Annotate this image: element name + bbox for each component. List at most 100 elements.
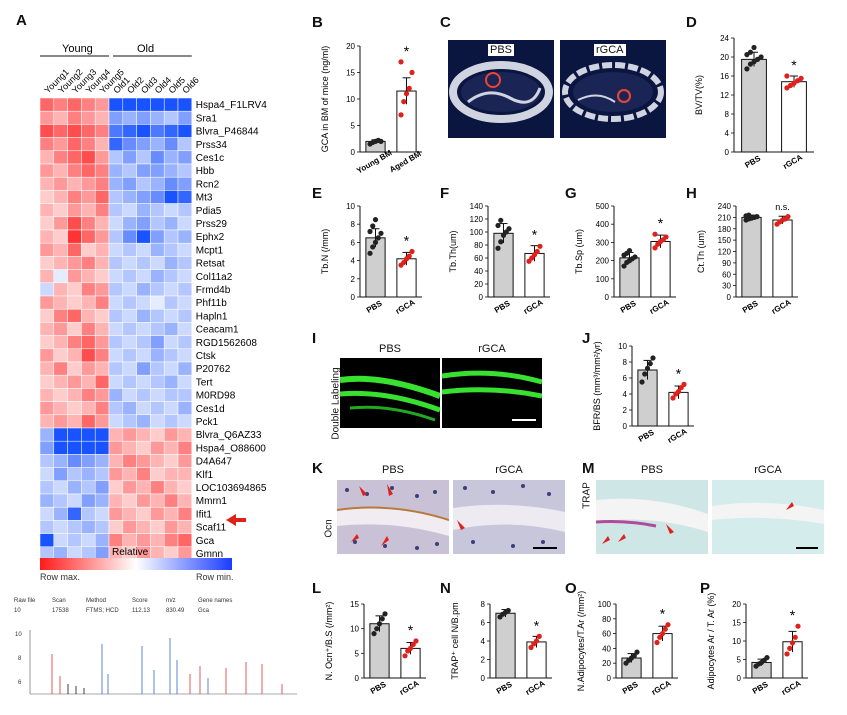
heatmap-cell (81, 229, 96, 244)
heatmap-cell (67, 440, 82, 455)
heatmap-cell (177, 110, 193, 125)
svg-text:8: 8 (18, 656, 22, 662)
heatmap-cell (94, 388, 110, 402)
heatmap-cell (39, 388, 55, 402)
heatmap-cell (94, 269, 110, 284)
heatmap-cell (108, 467, 124, 482)
gene-label: Ces1c (196, 153, 224, 164)
heatmap-cell (94, 124, 110, 138)
heatmap-cell (122, 203, 137, 218)
gene-label: Hapln1 (196, 311, 228, 322)
heatmap-cell (136, 269, 151, 284)
gene-label: Ifit1 (196, 509, 213, 520)
heatmap-cell (67, 454, 82, 468)
y-tick-label: 30 (722, 282, 731, 291)
heatmap-cell (81, 414, 96, 429)
chart-d: 0 4 8 12 16 20 24 BV/TV(%) PBS rGCA * (694, 34, 814, 171)
y-tick-label: 140 (470, 202, 484, 211)
heatmap-header: Young OldYoung1Young2Young3Young4Young5Ol… (40, 43, 201, 95)
ms-header-cell: Method (86, 598, 106, 604)
heatmap-legend-left: Row max. (40, 572, 80, 582)
heatmap-cell (53, 97, 68, 112)
y-tick-label: 0 (355, 674, 360, 683)
heatmap-cell (81, 361, 96, 376)
y-tick-label: 8 (623, 358, 628, 367)
ocn-side-label-wrap: Ocn (324, 497, 336, 557)
heatmap-cell (122, 533, 137, 548)
heatmap-cell (53, 348, 68, 363)
y-tick-label: 8 (725, 110, 730, 119)
heatmap-cell (108, 454, 124, 468)
y-tick-label: 2 (623, 406, 628, 415)
data-point (378, 230, 384, 236)
heatmap-cell (122, 176, 137, 191)
heatmap-cell (136, 533, 151, 548)
heatmap-cell (177, 454, 193, 468)
heatmap-cell (136, 97, 151, 112)
y-tick-label: 200 (596, 257, 610, 266)
heatmap-cell (81, 242, 96, 257)
panel-label-p: P (700, 580, 711, 597)
significance-label: n.s. (775, 202, 790, 212)
heatmap-cell (81, 150, 96, 165)
y-tick-label: 0 (605, 293, 610, 302)
data-point (528, 644, 534, 651)
gene-label: Hbb (196, 166, 215, 177)
heatmap-cell (53, 335, 68, 350)
y-tick-label: 20 (346, 42, 355, 51)
heatmap-cell (81, 163, 96, 178)
heatmap-cell (81, 374, 96, 389)
data-point (409, 69, 415, 76)
heatmap-cell (163, 348, 179, 363)
category-label: rGCA (770, 298, 793, 316)
category-label: PBS (751, 679, 770, 695)
ocn-image-rgca (453, 480, 565, 554)
heatmap-cell (163, 427, 179, 442)
data-point (663, 234, 669, 240)
heatmap-cell (136, 374, 151, 389)
data-point (787, 645, 793, 651)
category-label: PBS (621, 679, 640, 695)
category-label: PBS (741, 298, 760, 314)
heatmap-cell (122, 427, 137, 442)
heatmap-cell (163, 216, 179, 231)
heatmap-cell (108, 295, 124, 310)
heatmap-cell (150, 163, 165, 178)
heatmap-cell (136, 467, 151, 482)
heatmap-cell (67, 467, 82, 482)
y-tick-label: 60 (474, 254, 483, 263)
heatmap-cell (94, 440, 110, 455)
heatmap-cell (150, 176, 165, 191)
heatmap-cell (177, 374, 193, 389)
heatmap-cell (177, 97, 193, 112)
heatmap-cell (177, 163, 193, 178)
heatmap-cell (150, 401, 165, 416)
data-point (650, 355, 656, 361)
data-point (372, 217, 379, 223)
heatmap-cell (136, 229, 151, 244)
heatmap-cell (122, 97, 137, 112)
heatmap-cell (122, 150, 137, 165)
heatmap-cell (94, 97, 110, 112)
heatmap-cell (150, 467, 165, 482)
data-point (746, 212, 752, 218)
ct-image-pbs (448, 40, 554, 138)
data-point (626, 247, 633, 254)
data-point (370, 244, 376, 250)
heatmap-cell (81, 124, 96, 138)
heatmap-cell (53, 203, 68, 218)
gene-label: Pck1 (196, 417, 219, 428)
heatmap-cell (136, 427, 151, 442)
heatmap-cell (81, 427, 96, 442)
heatmap-cell (53, 308, 68, 323)
heatmap-cell (108, 97, 124, 112)
ocn-side-label: Ocn (323, 519, 335, 538)
heatmap-cell (81, 295, 96, 310)
heatmap-cell (39, 401, 55, 416)
heatmap-cell (108, 361, 124, 376)
heatmap-cell (94, 137, 110, 152)
y-tick-label: 0 (727, 293, 732, 302)
gene-label: Mt3 (196, 193, 213, 204)
data-point (789, 640, 796, 646)
